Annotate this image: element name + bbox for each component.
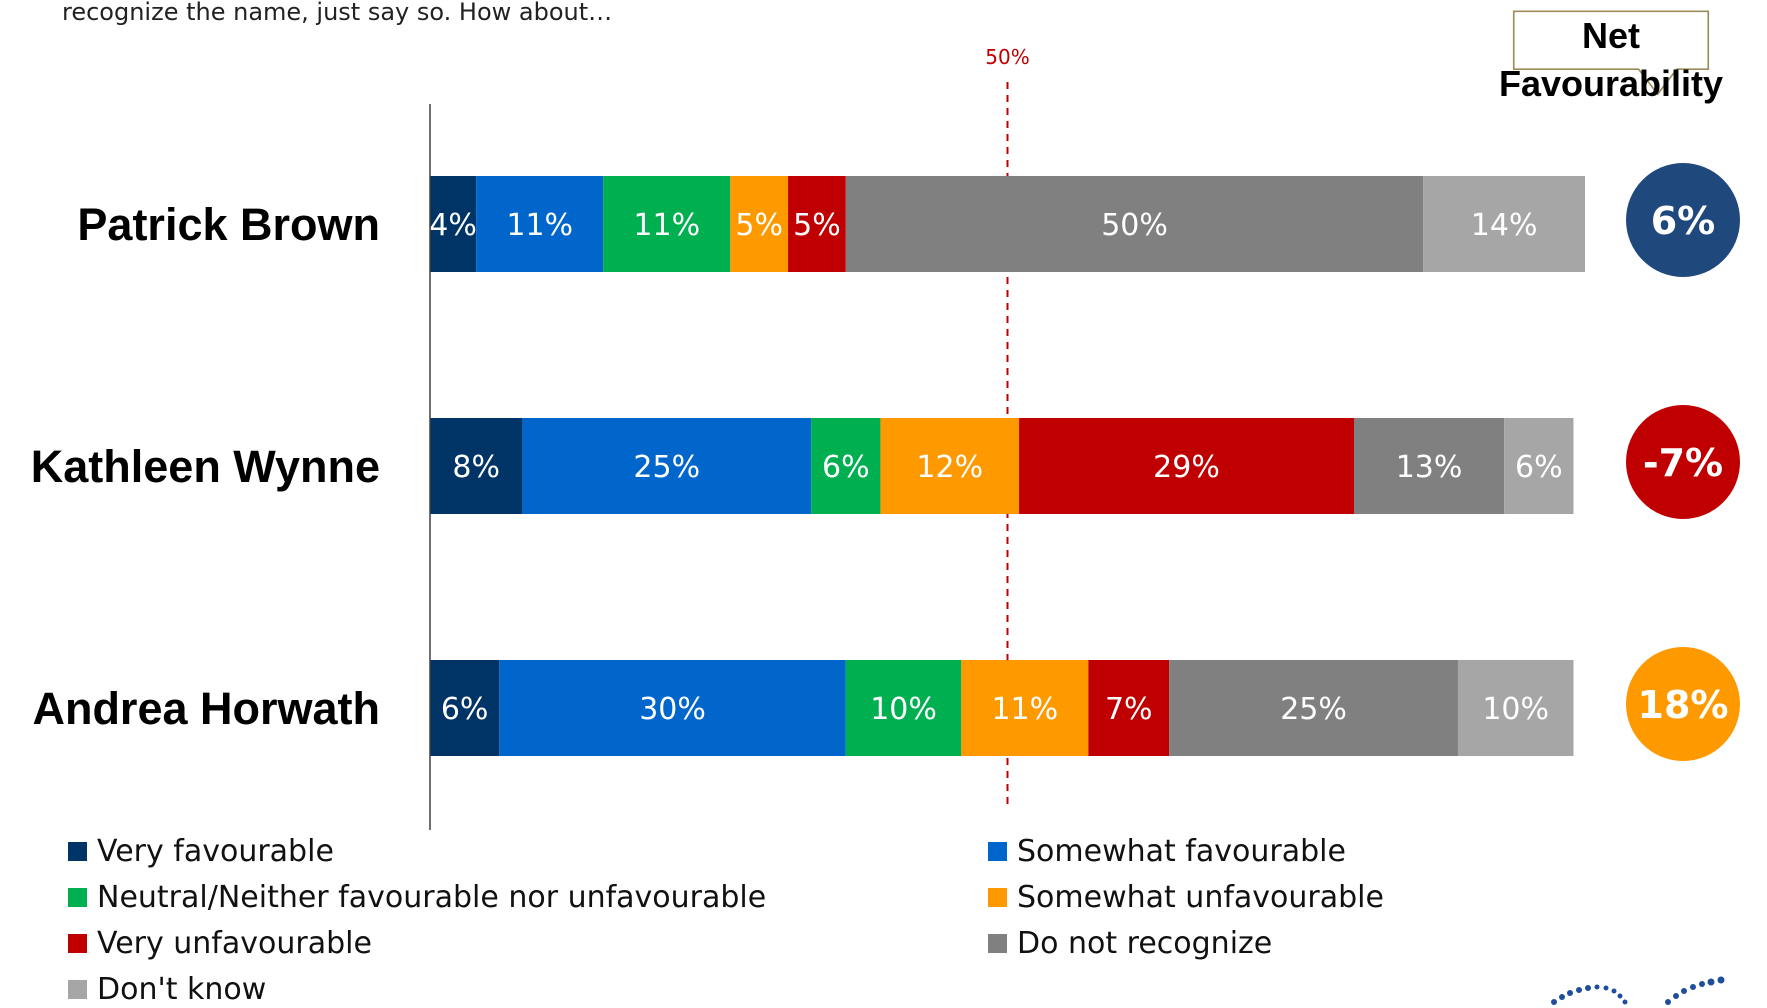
data-label: 4% — [429, 208, 477, 243]
legend-swatch — [988, 934, 1007, 953]
data-label: 30% — [639, 692, 706, 727]
bar-segment — [476, 176, 604, 272]
question-subtitle: recognize the name, just say so. How abo… — [62, 0, 613, 26]
legend-label: Very favourable — [97, 834, 334, 869]
bar-segment — [1169, 660, 1458, 756]
bar-segment — [1457, 660, 1574, 756]
data-label: 11% — [633, 208, 700, 243]
data-label: 6% — [441, 692, 489, 727]
bar-segment — [730, 176, 789, 272]
data-label: 14% — [1471, 208, 1538, 243]
legend-item: Do not recognize — [988, 926, 1272, 961]
net-favourability-badge — [1626, 405, 1740, 519]
legend-swatch — [68, 888, 87, 907]
legend-item: Very unfavourable — [68, 926, 372, 961]
data-label: 50% — [1101, 208, 1168, 243]
bar-segment — [788, 176, 846, 272]
data-label: 12% — [916, 450, 983, 485]
legend-swatch — [988, 842, 1007, 861]
legend-item: Neutral/Neither favourable nor unfavoura… — [68, 880, 766, 915]
legend-label: Don't know — [97, 972, 267, 1007]
legend-item: Somewhat favourable — [988, 834, 1346, 869]
net-favourability-badge — [1626, 163, 1740, 277]
callout-line-2: Favourability — [1498, 63, 1724, 104]
bar-segment — [845, 660, 962, 756]
legend-swatch — [68, 842, 87, 861]
legend-label: Very unfavourable — [97, 926, 372, 961]
logo-dots-icon — [1551, 976, 1725, 1005]
legend-label: Do not recognize — [1017, 926, 1273, 961]
bar-segment — [430, 176, 477, 272]
data-label: 6% — [1515, 450, 1563, 485]
legend-item: Very favourable — [68, 834, 334, 869]
bar-segment — [845, 176, 1424, 272]
data-label: 25% — [1280, 692, 1347, 727]
bar-segment — [811, 418, 881, 514]
callout-line-1: Net — [1581, 15, 1640, 56]
net-favourability-badge — [1626, 647, 1740, 761]
bar-segment — [1423, 176, 1585, 272]
bar-segment — [961, 660, 1089, 756]
data-label: 11% — [991, 692, 1058, 727]
legend-swatch — [988, 888, 1007, 907]
net-favourability-value: 6% — [1651, 199, 1716, 243]
bar-segment — [430, 660, 500, 756]
data-label: 10% — [1482, 692, 1549, 727]
legend-label: Somewhat unfavourable — [1017, 880, 1384, 915]
net-favourability-value: 18% — [1638, 683, 1729, 727]
bar-segment — [430, 418, 523, 514]
legend-swatch — [68, 934, 87, 953]
legend-item: Somewhat unfavourable — [988, 880, 1384, 915]
data-label: 10% — [870, 692, 937, 727]
category-label: Kathleen Wynne — [31, 441, 380, 492]
bar-segment — [1088, 660, 1170, 756]
net-favourability-callout — [1512, 10, 1710, 96]
bar-segment — [1019, 418, 1354, 514]
data-label: 29% — [1153, 450, 1220, 485]
category-label: Andrea Horwath — [32, 683, 380, 734]
bar-segment — [603, 176, 731, 272]
category-label: Patrick Brown — [77, 199, 380, 250]
reference-line-label: 50% — [985, 45, 1029, 69]
bar-segment — [522, 418, 812, 514]
bar-segment — [1354, 418, 1505, 514]
legend-swatch — [68, 980, 87, 999]
bar-segment — [1504, 418, 1574, 514]
bar-segment — [499, 660, 846, 756]
net-favourability-value: -7% — [1643, 441, 1723, 485]
net-favourability-title: Net Favourability — [1461, 12, 1761, 108]
data-label: 13% — [1396, 450, 1463, 485]
legend-label: Neutral/Neither favourable nor unfavoura… — [97, 880, 767, 915]
data-label: 11% — [506, 208, 573, 243]
legend-item: Don't know — [68, 972, 266, 1007]
data-label: 5% — [735, 208, 783, 243]
bar-segment — [880, 418, 1020, 514]
data-label: 5% — [793, 208, 841, 243]
data-label: 6% — [822, 450, 870, 485]
data-label: 25% — [633, 450, 700, 485]
data-label: 8% — [452, 450, 500, 485]
data-label: 7% — [1105, 692, 1153, 727]
legend-label: Somewhat favourable — [1017, 834, 1346, 869]
